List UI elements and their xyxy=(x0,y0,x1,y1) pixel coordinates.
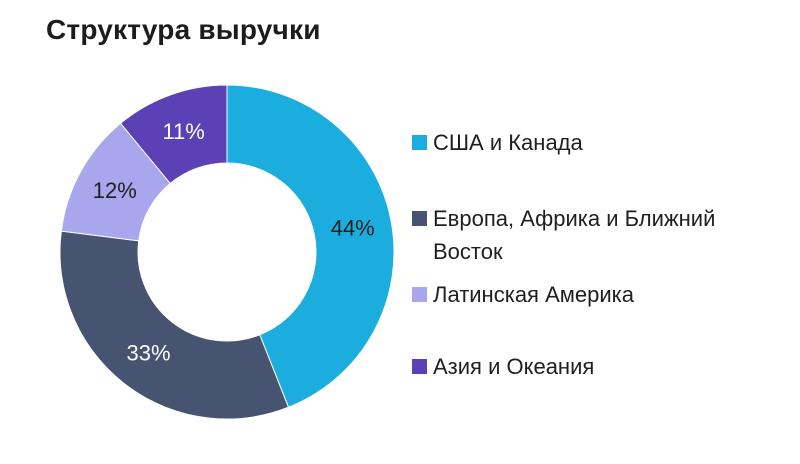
slice-value-label-4: 11% xyxy=(162,119,204,144)
legend-item-europe-africa-middle-east: Европа, Африка и Ближний Восток xyxy=(412,202,773,268)
legend-label: Азия и Океания xyxy=(433,354,595,379)
slice-value-label-2: 33% xyxy=(127,341,171,366)
legend-swatch xyxy=(412,211,427,226)
legend-swatch xyxy=(412,287,427,302)
donut-slice-1 xyxy=(226,84,395,408)
legend-item-asia-oceania: Азия и Океания xyxy=(412,350,594,383)
legend-swatch xyxy=(412,359,427,374)
slice-value-label-3: 12% xyxy=(93,178,137,203)
slice-value-label-1: 44% xyxy=(331,216,375,241)
legend-item-latin-america: Латинская Америка xyxy=(412,278,634,311)
chart-title: Структура выручки xyxy=(46,14,321,45)
legend-label: Латинская Америка xyxy=(433,282,634,307)
legend-item-usa-canada: США и Канада xyxy=(412,126,583,159)
donut-slice-4 xyxy=(119,84,228,185)
legend-label: США и Канада xyxy=(433,130,583,155)
legend-label: Европа, Африка и Ближний Восток xyxy=(433,206,716,264)
donut-slice-2 xyxy=(59,230,290,420)
legend-swatch xyxy=(412,135,427,150)
